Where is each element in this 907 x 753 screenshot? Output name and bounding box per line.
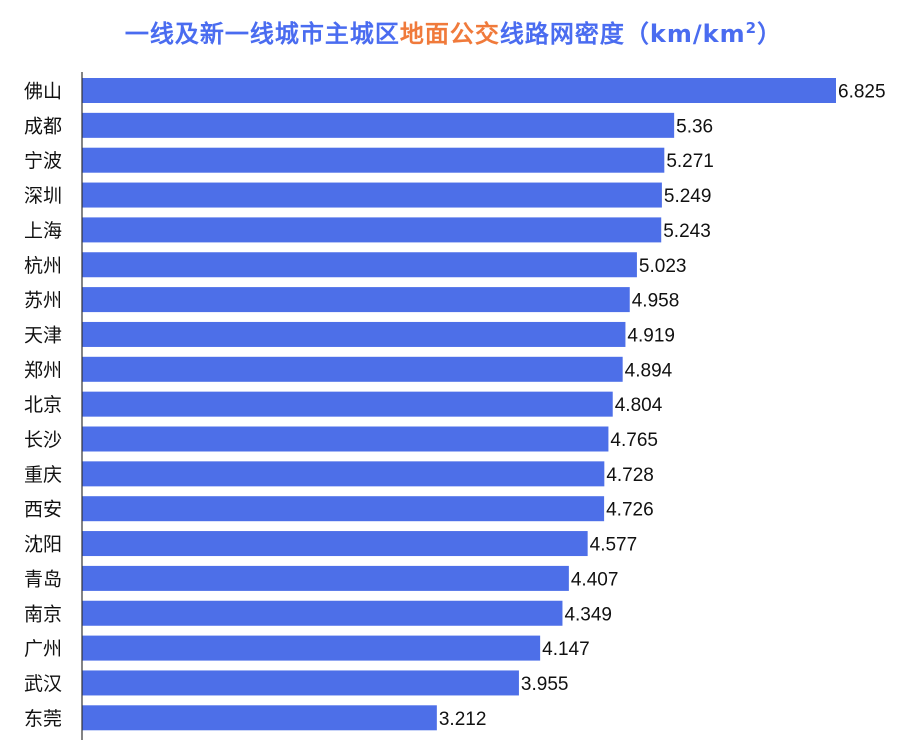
bar-16: [82, 635, 541, 661]
chart-title: 一线及新一线城市主城区地面公交线路网密度（km/km2）: [0, 14, 907, 49]
category-label-11: 重庆: [24, 464, 62, 486]
bar-11: [82, 461, 605, 487]
bar-9: [82, 391, 613, 417]
category-label-13: 沈阳: [24, 534, 62, 556]
value-label-5: 5.023: [639, 256, 687, 277]
bar-13: [82, 531, 588, 557]
title-highlight: 地面公交: [399, 20, 500, 48]
category-label-17: 武汉: [24, 673, 62, 695]
bar-15: [82, 600, 563, 626]
title-part1: 一线及新一线城市主城区: [124, 20, 400, 48]
bar-12: [82, 496, 605, 522]
category-label-10: 长沙: [24, 429, 62, 451]
bar-17: [82, 670, 519, 696]
bar-8: [82, 356, 623, 382]
bar-14: [82, 565, 569, 591]
bar-5: [82, 252, 637, 278]
category-label-12: 西安: [24, 499, 62, 521]
value-label-6: 4.958: [632, 291, 680, 312]
value-label-18: 3.212: [439, 709, 487, 730]
category-label-4: 上海: [24, 220, 62, 242]
category-label-1: 成都: [24, 115, 62, 137]
value-label-16: 4.147: [542, 639, 590, 660]
value-label-15: 4.349: [564, 604, 612, 625]
title-part3: ）: [757, 20, 783, 48]
bar-3: [82, 182, 662, 208]
category-label-18: 东莞: [24, 708, 62, 730]
bar-4: [82, 217, 662, 243]
bar-7: [82, 321, 626, 347]
category-label-0: 佛山: [24, 81, 62, 103]
bar-2: [82, 147, 665, 173]
category-label-9: 北京: [24, 394, 62, 416]
category-label-2: 宁波: [24, 150, 62, 172]
category-label-5: 杭州: [24, 255, 62, 277]
value-label-1: 5.36: [676, 116, 713, 137]
value-label-10: 4.765: [610, 430, 658, 451]
title-part2: 线路网密度（km/km: [499, 20, 746, 48]
value-label-13: 4.577: [590, 535, 638, 556]
bar-6: [82, 287, 630, 313]
value-label-3: 5.249: [664, 186, 712, 207]
category-label-3: 深圳: [24, 185, 62, 207]
value-label-12: 4.726: [606, 500, 654, 521]
value-label-4: 5.243: [663, 221, 711, 242]
value-label-14: 4.407: [571, 569, 619, 590]
value-label-0: 6.825: [838, 82, 886, 103]
bar-1: [82, 112, 675, 138]
value-label-17: 3.955: [521, 674, 569, 695]
title-superscript: 2: [745, 19, 758, 37]
value-label-9: 4.804: [615, 395, 663, 416]
category-label-14: 青岛: [24, 568, 62, 590]
category-label-16: 广州: [24, 638, 62, 660]
value-label-8: 4.894: [625, 360, 673, 381]
category-label-8: 郑州: [24, 359, 62, 381]
category-label-7: 天津: [24, 324, 62, 346]
category-label-15: 南京: [24, 603, 62, 625]
bar-0: [82, 78, 836, 103]
value-label-7: 4.919: [627, 325, 675, 346]
value-label-11: 4.728: [606, 465, 654, 486]
bar-10: [82, 426, 609, 452]
bar-18: [82, 705, 437, 731]
category-label-6: 苏州: [24, 290, 62, 312]
value-label-2: 5.271: [666, 151, 714, 172]
